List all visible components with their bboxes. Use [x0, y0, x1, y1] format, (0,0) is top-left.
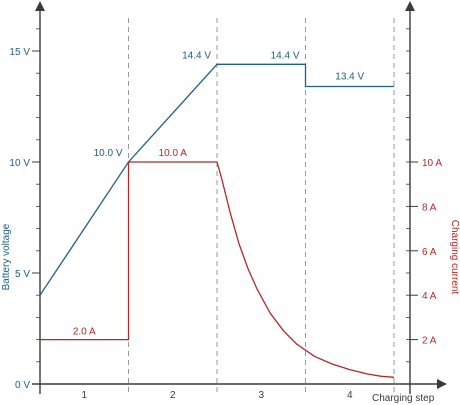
axes — [32, 1, 447, 394]
left-tick-label: 10 V — [9, 158, 30, 169]
labels: 0 V 5 V 10 V 15 V 2 A 4 A 6 A 8 A 10 A 1 2 3 4 Chargi… — [1, 47, 460, 404]
right-tick-label: 10 A — [422, 158, 442, 169]
series-line — [39, 63, 394, 296]
step-label: 1 — [81, 390, 87, 401]
left-tick-label: 0 V — [15, 380, 30, 391]
data-annotation: 10.0 V — [94, 148, 123, 159]
right-tick-label: 6 A — [422, 247, 437, 258]
data-annotation: 14.4 V — [182, 50, 211, 61]
step-label: 4 — [347, 390, 353, 401]
series-line — [40, 161, 395, 378]
left-axis-title: Battery voltage — [1, 223, 12, 290]
right-tick-label: 8 A — [422, 202, 437, 213]
step-label: 2 — [170, 390, 176, 401]
left-tick-label: 5 V — [15, 269, 30, 280]
data-annotation: 2.0 A — [73, 327, 96, 338]
step-label: 3 — [258, 390, 264, 401]
right-tick-label: 4 A — [422, 291, 437, 302]
right-axis-title: Charging current — [449, 220, 460, 295]
data-annotation: 10.0 A — [159, 148, 188, 159]
x-axis-title: Charging step — [372, 393, 435, 404]
series — [39, 63, 395, 378]
data-annotation: 14.4 V — [271, 50, 300, 61]
right-tick-label: 2 A — [422, 336, 437, 347]
left-tick-label: 15 V — [9, 47, 30, 58]
data-annotation: 13.4 V — [335, 72, 364, 83]
